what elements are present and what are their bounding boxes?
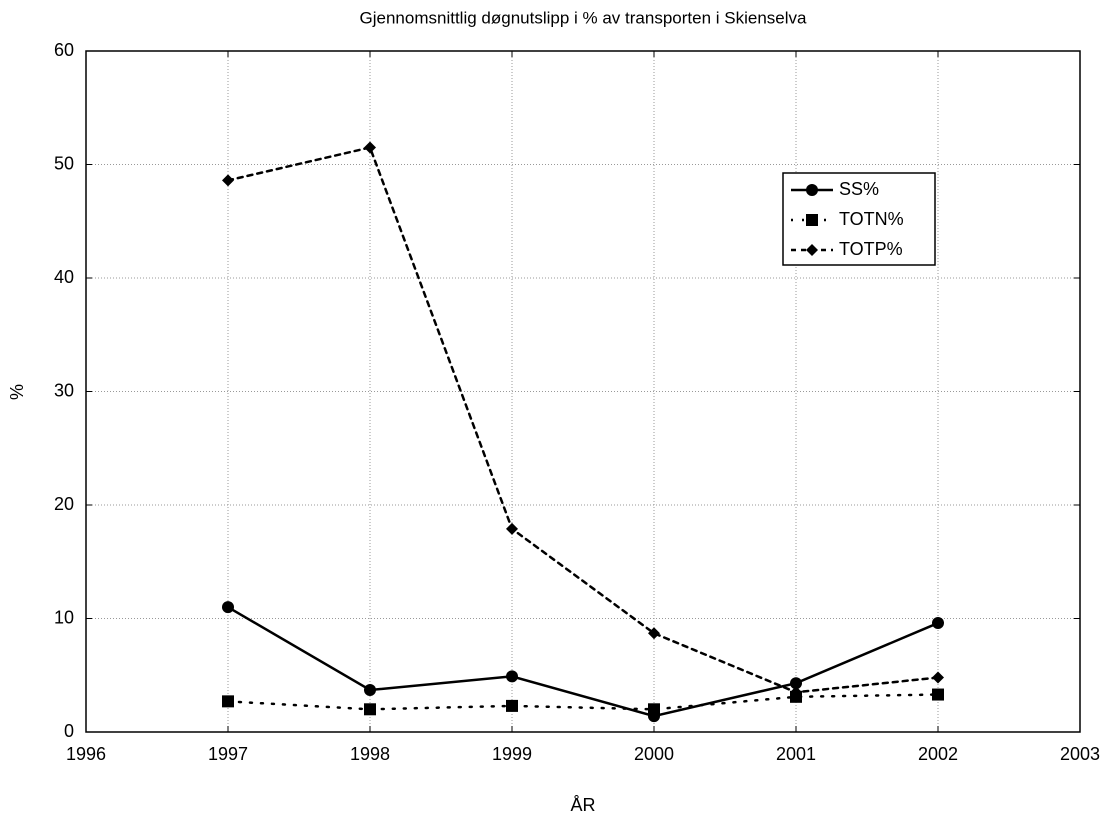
marker [506, 522, 518, 535]
marker [222, 695, 234, 708]
marker [648, 627, 660, 640]
y-tick-label: 50 [54, 153, 74, 173]
marker [364, 684, 376, 697]
marker [506, 699, 518, 712]
marker [932, 617, 944, 630]
x-tick-label: 1999 [492, 744, 532, 764]
series-line [226, 605, 940, 718]
chart-title: Gjennomsnittlig døgnutslipp i % av trans… [360, 8, 807, 27]
legend-label: SS% [839, 179, 879, 199]
marker [222, 601, 234, 614]
y-tick-label: 30 [54, 380, 74, 400]
marker [648, 703, 660, 716]
legend-label: TOTN% [839, 209, 904, 229]
marker [790, 686, 802, 699]
marker [806, 214, 818, 226]
y-axis-label: % [7, 384, 27, 400]
marker [790, 677, 802, 690]
marker [806, 184, 818, 196]
x-axis-label: ÅR [570, 795, 595, 815]
marker [932, 688, 944, 701]
y-tick-label: 60 [54, 40, 74, 60]
y-tick-label: 10 [54, 607, 74, 627]
marker [806, 244, 818, 256]
y-tick-label: 0 [64, 721, 74, 741]
plot-frame [85, 50, 1081, 733]
x-tick-label: 2001 [776, 744, 816, 764]
x-tick-label: 1998 [350, 744, 390, 764]
x-tick-label: 1996 [66, 744, 106, 764]
x-tick-label: 2000 [634, 744, 674, 764]
x-tick-label: 2002 [918, 744, 958, 764]
x-tick-label: 2003 [1060, 744, 1100, 764]
marker [364, 141, 376, 154]
y-tick-label: 40 [54, 267, 74, 287]
x-tick-label: 1997 [208, 744, 248, 764]
marker [364, 703, 376, 716]
marker [932, 671, 944, 684]
series-line [226, 146, 940, 694]
legend-label: TOTP% [839, 239, 903, 259]
marker [506, 670, 518, 683]
marker [222, 174, 234, 187]
y-tick-label: 20 [54, 494, 74, 514]
